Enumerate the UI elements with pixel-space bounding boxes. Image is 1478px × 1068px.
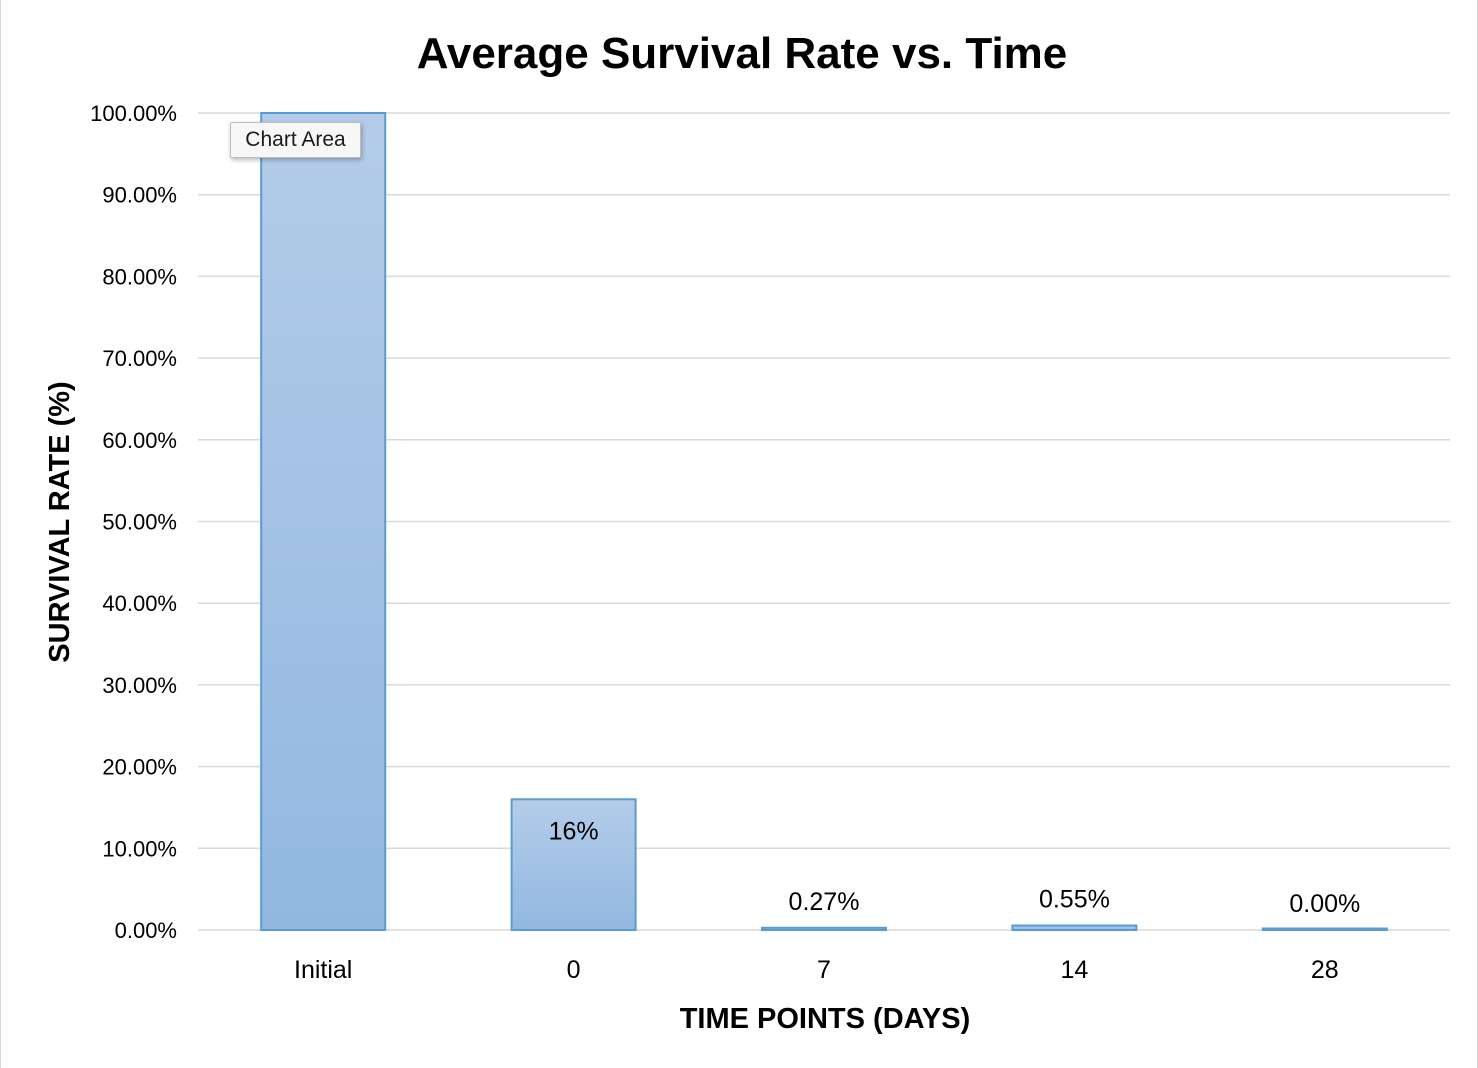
y-tick-label: 40.00% xyxy=(102,591,177,616)
x-axis-category-labels: Initial 0 7 14 28 xyxy=(294,956,1339,984)
y-tick-label: 20.00% xyxy=(102,755,177,780)
x-category-label: 7 xyxy=(817,956,831,984)
bar-7[interactable] xyxy=(761,926,887,932)
chart-area-tooltip: Chart Area xyxy=(230,122,361,158)
y-axis-title: SURVIVAL RATE (%) xyxy=(44,381,76,662)
bar-28[interactable] xyxy=(1261,927,1388,931)
bars xyxy=(260,112,1388,932)
y-tick-label: 0.00% xyxy=(115,918,177,943)
data-label: 0.27% xyxy=(789,888,860,916)
x-category-label: 28 xyxy=(1311,956,1339,984)
chart-title: Average Survival Rate vs. Time xyxy=(417,29,1068,78)
bar-0[interactable] xyxy=(510,798,637,932)
x-axis-title: TIME POINTS (DAYS) xyxy=(680,1003,971,1035)
bar-initial[interactable] xyxy=(260,112,387,931)
data-label: 16% xyxy=(549,817,599,845)
y-tick-label: 60.00% xyxy=(102,428,177,453)
y-tick-label: 70.00% xyxy=(102,346,177,371)
y-tick-label: 100.00% xyxy=(90,101,177,126)
y-axis-tick-labels: 0.00% 10.00% 20.00% 30.00% 40.00% 50.00% 60.00… xyxy=(90,101,177,943)
gridlines xyxy=(198,112,1450,931)
data-label: 0.55% xyxy=(1039,886,1110,914)
y-tick-label: 50.00% xyxy=(102,510,177,535)
x-category-label: Initial xyxy=(294,956,352,984)
y-tick-label: 80.00% xyxy=(102,264,177,289)
x-category-label: 0 xyxy=(567,956,581,984)
y-tick-label: 90.00% xyxy=(102,183,177,208)
data-label: 0.00% xyxy=(1289,890,1360,918)
y-tick-label: 30.00% xyxy=(102,673,177,698)
data-labels: 16% 0.27% 0.55% 0.00% xyxy=(549,817,1361,918)
bar-14[interactable] xyxy=(1011,924,1138,931)
y-tick-label: 10.00% xyxy=(102,836,177,861)
x-category-label: 14 xyxy=(1060,956,1088,984)
